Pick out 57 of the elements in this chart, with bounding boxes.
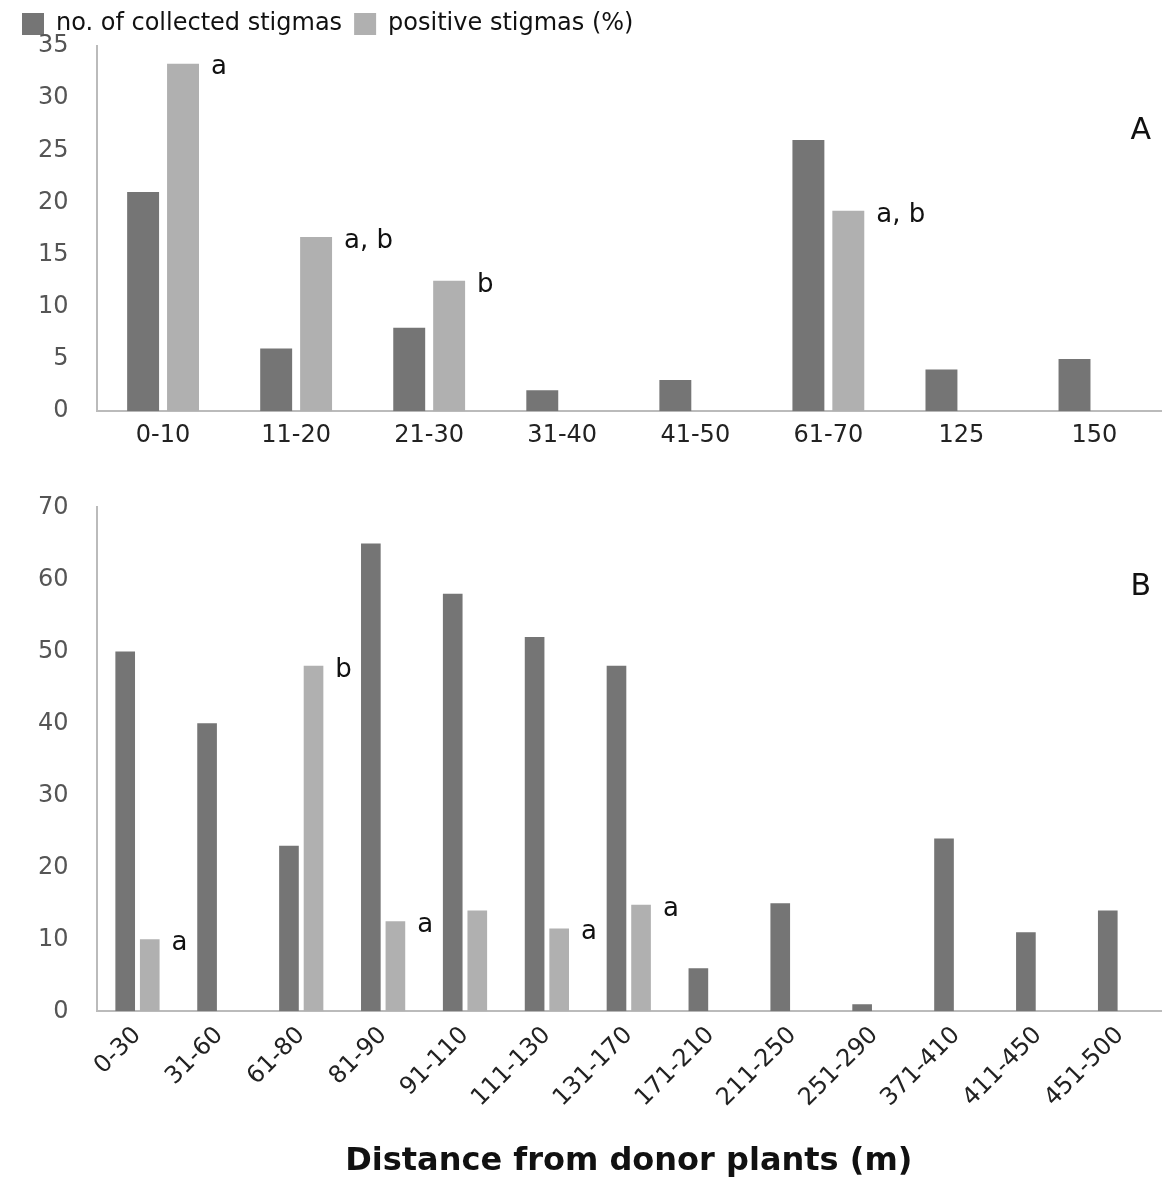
y-tick-label: 30 — [37, 82, 69, 111]
x-tick-label: 125 — [938, 419, 985, 448]
y-tick-label: 20 — [37, 851, 69, 880]
y-tick-label: 5 — [53, 343, 69, 372]
bar — [934, 838, 954, 1012]
bar — [852, 1004, 872, 1012]
x-tick-label: 150 — [1071, 419, 1118, 448]
x-tick-label: 11-20 — [261, 419, 331, 448]
annotation: a — [581, 915, 597, 946]
bar — [659, 379, 692, 412]
bar — [688, 968, 709, 1012]
bar — [792, 139, 825, 412]
x-tick-label: 21-30 — [394, 419, 465, 448]
annotation: A — [1130, 110, 1152, 146]
x-tick-label: 41-50 — [660, 419, 731, 448]
bar — [925, 369, 958, 412]
y-tick-label: 0 — [53, 995, 69, 1024]
bar — [393, 327, 426, 412]
y-tick-label: 60 — [37, 563, 69, 592]
bar — [279, 845, 299, 1012]
annotation: B — [1130, 567, 1151, 603]
x-tick-label: 31-40 — [527, 419, 598, 448]
y-tick-label: 20 — [37, 186, 69, 215]
y-tick-label: 25 — [37, 134, 69, 163]
bar — [524, 636, 545, 1012]
y-tick-label: 10 — [37, 291, 69, 320]
bar — [1058, 359, 1091, 412]
x-tick-label: 0-10 — [135, 419, 191, 448]
bar — [197, 723, 217, 1012]
y-tick-label: 15 — [37, 238, 69, 267]
bar — [127, 192, 160, 412]
y-tick-label: 70 — [37, 491, 69, 520]
y-tick-label: 30 — [37, 779, 69, 808]
x-axis-title: Distance from donor plants (m) — [345, 1140, 913, 1179]
annotation: b — [477, 267, 494, 298]
bar — [606, 665, 627, 1012]
y-tick-label: 50 — [37, 635, 69, 664]
bar — [361, 543, 381, 1012]
bar — [526, 390, 559, 412]
bar — [260, 348, 293, 412]
annotation: a — [662, 891, 679, 922]
annotation: a, b — [876, 197, 926, 228]
y-tick-label: 0 — [53, 395, 69, 424]
y-tick-label: 10 — [37, 923, 69, 952]
legend-label: positive stigmas (%) — [388, 8, 634, 37]
y-tick-label: 40 — [37, 707, 69, 736]
annotation: a — [417, 908, 434, 939]
annotation: b — [335, 652, 352, 683]
bar — [1016, 932, 1036, 1012]
annotation: a, b — [344, 223, 394, 254]
bar — [115, 651, 136, 1012]
annotation: a — [171, 926, 188, 957]
annotation: a — [210, 50, 227, 81]
bar — [770, 903, 791, 1012]
bar — [442, 593, 463, 1012]
x-tick-label: 61-70 — [793, 419, 864, 448]
bar — [1097, 910, 1118, 1012]
